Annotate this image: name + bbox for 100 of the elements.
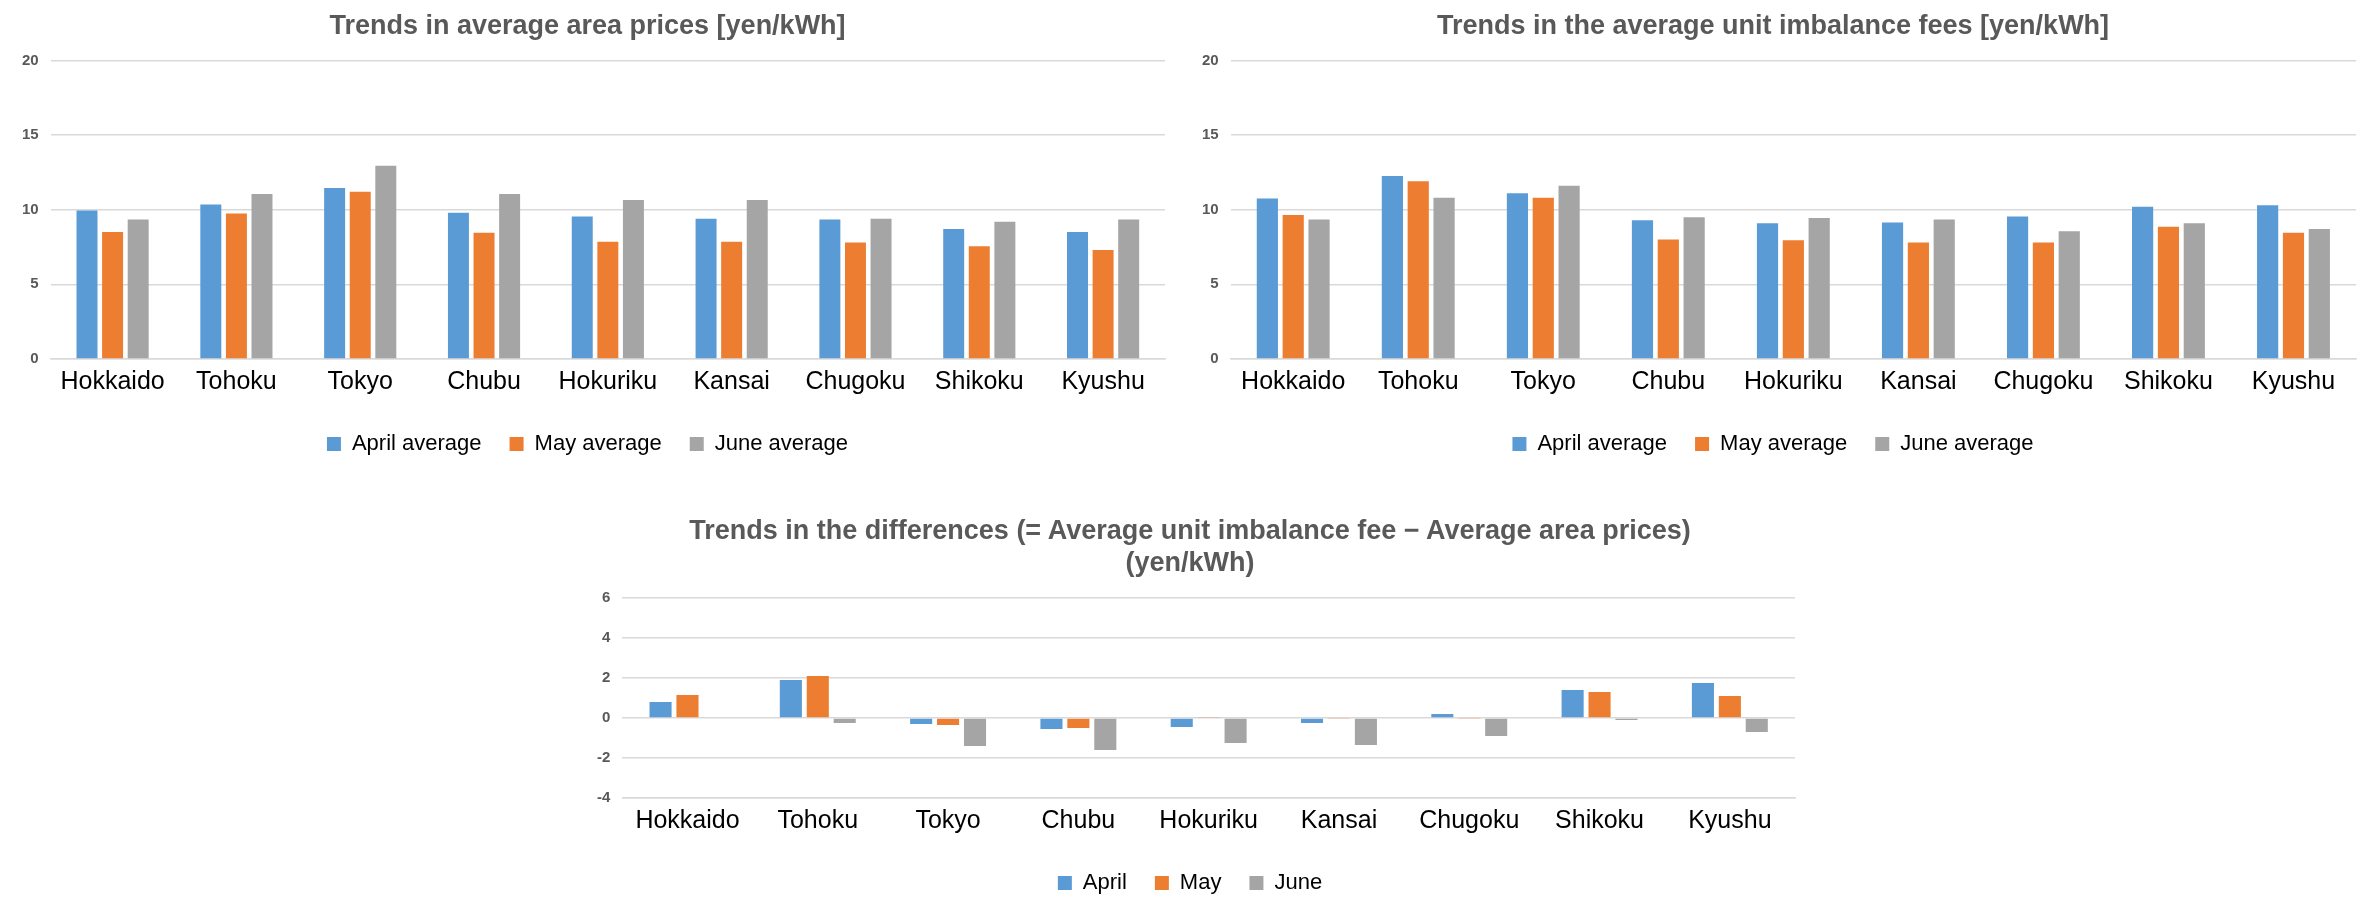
x-tick-label: Chubu: [447, 365, 521, 394]
bar: [1782, 240, 1804, 359]
y-tick-label: 15: [22, 125, 39, 143]
bar: [649, 701, 672, 718]
bar: [1588, 691, 1611, 718]
bar: [200, 204, 222, 359]
x-tick-label: Hokkaido: [60, 365, 165, 394]
x-tick-label: Chubu: [1631, 365, 1706, 394]
bar: [721, 241, 743, 359]
x-tick-label: Hokkaido: [1241, 365, 1346, 394]
bar: [1808, 217, 1830, 359]
y-tick-label: 0: [601, 708, 611, 726]
legend-label: June average: [1900, 430, 2034, 456]
y-tick-label: 20: [1202, 50, 1219, 68]
bar: [2058, 231, 2080, 359]
bar: [1933, 219, 1955, 359]
x-tick-label: Chugoku: [1419, 804, 1520, 833]
bar: [499, 194, 521, 359]
bar: [968, 246, 990, 359]
x-tick-label: Chugoku: [1993, 365, 2094, 394]
bar: [251, 194, 273, 359]
bar: [1907, 242, 1929, 359]
bar: [597, 241, 619, 359]
x-tick-label: Kyushu: [1061, 365, 1145, 394]
x-tick-label: Tokyo: [1510, 365, 1576, 394]
bar: [1532, 197, 1554, 359]
chart-title: Trends in average area prices [yen/kWh]: [329, 9, 846, 40]
y-tick-label: 10: [22, 199, 39, 217]
x-tick-label: Kyushu: [2251, 365, 2336, 394]
x-tick-label: Tokyo: [915, 804, 981, 833]
bar: [844, 242, 866, 359]
bar: [473, 232, 495, 359]
bar: [1558, 185, 1580, 359]
bar: [1354, 718, 1377, 745]
x-tick-label: Kansai: [693, 365, 770, 394]
bar: [1092, 250, 1114, 359]
bar: [1308, 219, 1330, 359]
bar: [2257, 205, 2279, 359]
x-tick-label: Tohoku: [777, 804, 859, 833]
bar: [375, 165, 397, 359]
x-tick-label: Shikoku: [1555, 804, 1645, 833]
chart-title: Trends in the average unit imbalance fees [yen/kWh]: [1436, 9, 2110, 40]
bar: [833, 718, 856, 723]
legend-label: May: [1179, 869, 1222, 895]
bar: [127, 219, 149, 359]
bar: [1881, 222, 1904, 359]
legend-label: June: [1274, 869, 1323, 895]
bar: [102, 232, 124, 359]
bar: [2132, 206, 2154, 359]
bar: [1431, 713, 1454, 718]
y-tick-label: 5: [1210, 274, 1219, 292]
legend-label: May average: [534, 430, 662, 456]
legend-label: April average: [351, 430, 482, 456]
bar: [1718, 695, 1741, 718]
bar: [1040, 718, 1063, 729]
bar: [2006, 216, 2029, 359]
y-tick-label: 2: [601, 668, 611, 686]
y-tick-label: 20: [22, 50, 39, 68]
chart-title: Trends in the differences (= Average unit imbalance fee − Average area prices) (yen/kWh): [689, 514, 1691, 578]
x-tick-label: Hokuriku: [1744, 365, 1843, 394]
bar: [819, 219, 841, 359]
bar: [676, 694, 699, 718]
bar: [1094, 718, 1117, 750]
y-tick-label: 0: [1210, 349, 1219, 367]
bar: [937, 718, 960, 725]
bar: [779, 679, 802, 718]
bar: [806, 675, 829, 718]
bar: [870, 218, 892, 359]
x-tick-label: Chugoku: [805, 365, 906, 394]
x-tick-label: Hokuriku: [558, 365, 658, 394]
bar: [1485, 718, 1508, 736]
bar: [1282, 214, 1304, 359]
bar: [1256, 198, 1278, 359]
y-tick-label: -2: [596, 748, 611, 766]
bar: [2183, 223, 2205, 359]
bar: [1170, 718, 1193, 727]
bar: [1407, 181, 1429, 359]
y-tick-label: 15: [1202, 125, 1219, 143]
bar: [994, 221, 1016, 359]
x-tick-label: Kansai: [1300, 804, 1378, 833]
bar: [1657, 239, 1679, 359]
legend-label: May average: [1720, 430, 1848, 456]
y-tick-label: 4: [601, 627, 611, 645]
bar: [324, 188, 346, 359]
bar: [1301, 718, 1324, 723]
x-tick-label: Chubu: [1041, 804, 1116, 833]
bar: [349, 191, 371, 359]
x-tick-label: Hokkaido: [635, 804, 740, 833]
bar: [1745, 718, 1768, 732]
bar: [2032, 242, 2055, 359]
bar: [910, 718, 933, 724]
bar: [1506, 193, 1529, 359]
x-tick-label: Kyushu: [1688, 804, 1772, 833]
bar: [746, 200, 768, 359]
x-tick-label: Shikoku: [2123, 365, 2213, 394]
y-tick-label: 6: [601, 587, 611, 605]
y-tick-label: 5: [30, 274, 39, 292]
bar: [571, 216, 593, 359]
bar: [1561, 689, 1584, 718]
bar: [1067, 718, 1090, 728]
